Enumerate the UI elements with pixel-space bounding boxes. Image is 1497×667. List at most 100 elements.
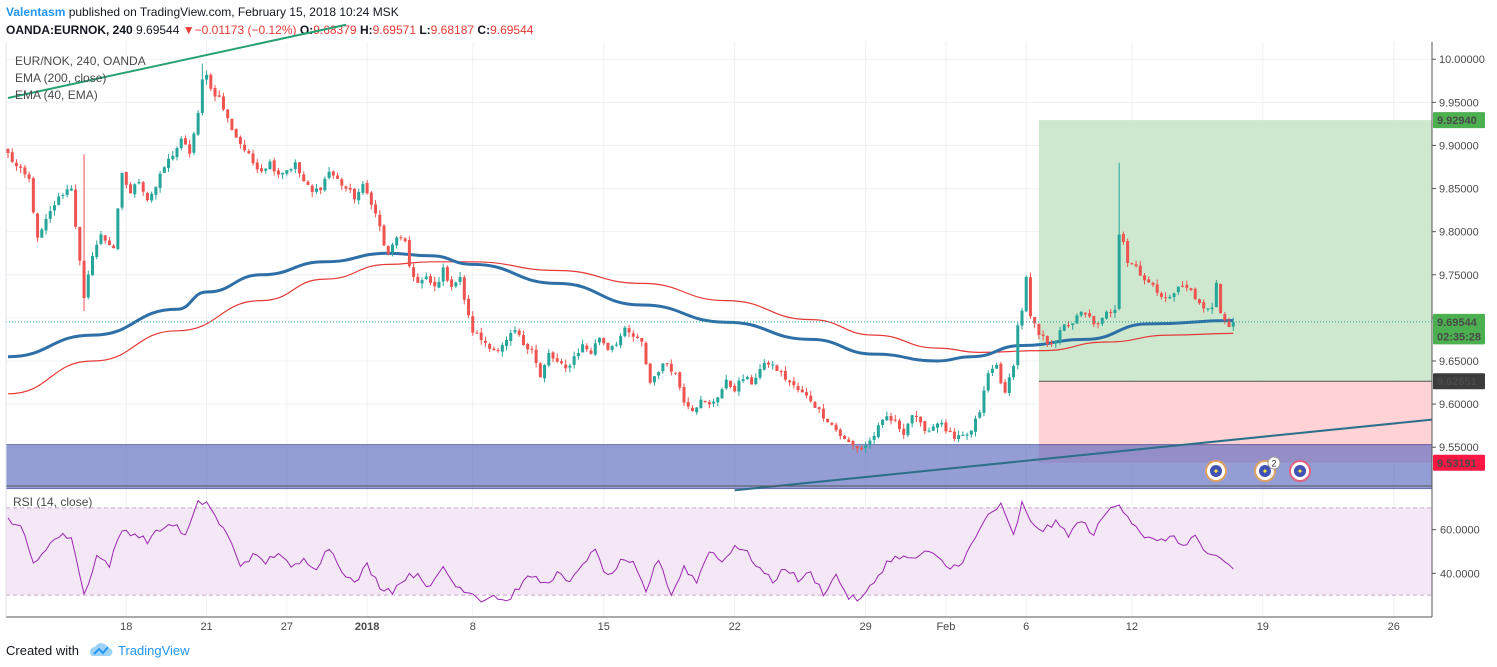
candle-body [196,112,200,135]
candle-body [771,364,775,366]
candle-body [1050,343,1054,345]
candle-body [445,267,449,281]
high-label: H: [359,23,373,37]
candle-body [306,181,310,185]
candle-body [251,153,255,164]
x-tick-label: 26 [1388,621,1400,633]
candle-body [619,336,623,346]
candle-body [750,377,754,385]
tradingview-logo-icon[interactable] [88,641,114,661]
chart-canvas[interactable]: 10.00000 9.95000 9.90000 9.85000 9.80000 9.75… [0,0,1497,637]
low-label: L: [419,23,431,37]
candle-body [978,412,982,418]
candle-body [1231,322,1235,327]
candle-body [293,162,297,170]
legend-rsi[interactable]: RSI (14, close) [13,495,92,509]
candle-body [205,74,209,80]
candle-body [674,372,678,374]
candle-body [103,235,107,241]
candle-body [69,188,73,191]
candle-body [374,204,378,214]
event-marker-2[interactable]: ✦ 2 [1254,456,1281,482]
time-axis[interactable]: 18 21 27 2018 8 15 22 29 Feb 6 12 19 26 [120,621,1400,633]
candle-body [923,421,927,432]
star-icon: ✦ [1262,467,1269,476]
x-tick-label: 22 [729,621,741,633]
candle-body [171,155,175,160]
candle-body [336,175,340,179]
candle-body [585,345,589,350]
candle-body [931,426,935,431]
y-tick-label: 10.00000 [1439,54,1485,66]
candle-body [471,316,475,333]
candle-body [813,401,817,408]
event-markers[interactable]: ✦ ✦ 2 ✦ [1205,456,1311,482]
x-tick-label: 15 [598,621,610,633]
x-tick-label: Feb [936,621,955,633]
candle-body [957,435,961,440]
candle-body [200,79,204,113]
candle-body [352,188,356,200]
pane-frames [5,42,1433,618]
candle-body [657,372,661,376]
candle-body [1066,325,1070,327]
candle-body [137,182,141,184]
candle-body [559,361,563,364]
candle-body [450,279,454,287]
candle-body [1012,365,1016,378]
event-marker-1[interactable]: ✦ [1205,460,1227,482]
candle-body [19,166,23,168]
candle-body [800,389,804,393]
candle-body [462,277,466,300]
candle-body [1121,233,1125,243]
candle-body [1134,264,1138,267]
price-label: 02:35:28 [1437,331,1481,343]
candle-body [805,392,809,396]
candle-body [91,255,94,276]
candle-body [188,144,192,154]
candle-body [838,429,842,437]
candle-body [344,186,348,189]
close-value: 9.69544 [490,23,534,37]
candle-body [1176,286,1180,293]
event-marker-3[interactable]: ✦ [1289,460,1311,482]
high-value: 9.69571 [372,23,416,37]
candle-body [44,219,48,231]
candle-body [547,352,551,366]
candle-body [982,390,986,413]
candle-body [521,334,525,346]
candle-body [969,430,973,435]
candle-body [614,344,618,346]
author-link[interactable]: Valentasm [6,5,66,19]
candle-body [1155,284,1159,293]
candle-body [213,87,217,97]
candle-body [162,167,166,173]
candle-body [775,365,779,371]
candle-body [995,364,999,369]
y-tick-label: 9.55000 [1439,442,1479,454]
candle-body [365,183,369,194]
candle-body [661,363,665,372]
candle-body [1202,302,1206,309]
candle-body [124,171,128,185]
candle-body [551,352,555,359]
price-axis[interactable]: 10.00000 9.95000 9.90000 9.85000 9.80000 9.75… [1432,54,1485,580]
candle-body [627,328,631,333]
candle-body [1062,324,1066,331]
candle-body [724,379,728,389]
candle-body [809,395,813,402]
candle-body [500,344,504,352]
candle-body [534,349,538,363]
legend-ema200[interactable]: EMA (200, close) [15,71,106,85]
candle-body [424,276,428,280]
candle-body [129,184,133,194]
x-tick-label: 29 [860,621,872,633]
candle-body [310,185,314,193]
legend-main[interactable]: EUR/NOK, 240, OANDA [15,54,146,68]
ema40-line [7,261,1234,395]
legend-ema40[interactable]: EMA (40, EMA) [15,88,98,102]
candle-body [885,416,889,421]
tradingview-brand-link[interactable]: TradingView [118,643,190,658]
rsi-line [7,499,1234,603]
trendlines[interactable] [7,23,1433,492]
